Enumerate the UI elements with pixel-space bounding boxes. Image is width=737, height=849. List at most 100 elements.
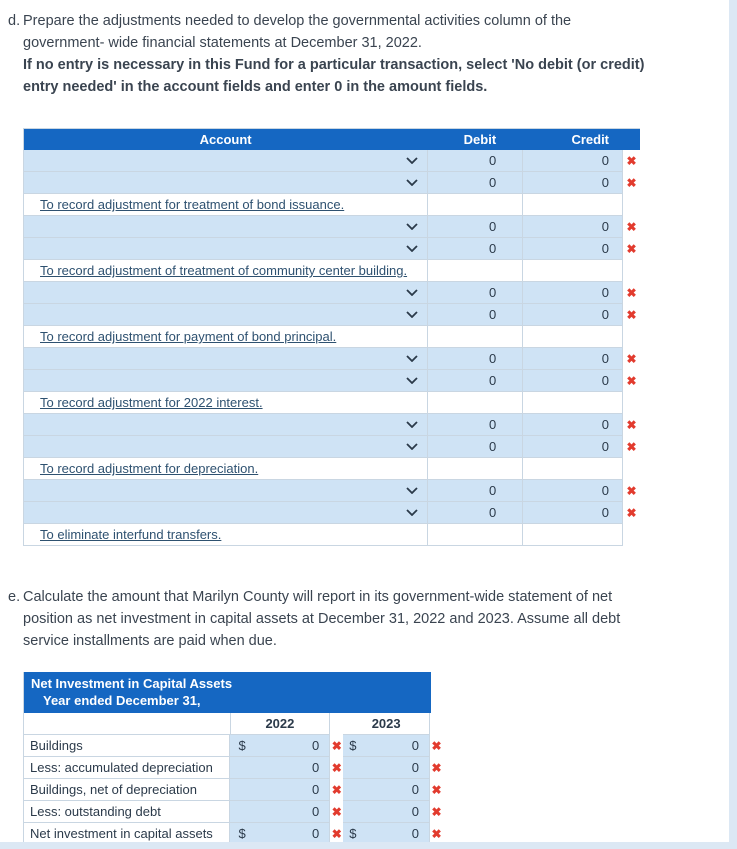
question-text-line: Prepare the adjustments needed to develo…: [23, 13, 572, 29]
col-header-2022: 2022: [230, 713, 331, 735]
chevron-down-icon: [406, 179, 418, 186]
error-x-icon: ✖: [431, 739, 442, 753]
chevron-down-icon: [406, 355, 418, 362]
net-investment-table: Net Investment in Capital Assets Year en…: [23, 672, 444, 845]
amount-2023-input[interactable]: $0: [343, 735, 431, 757]
debit-input[interactable]: 0: [428, 216, 524, 238]
debit-input[interactable]: 0: [428, 480, 524, 502]
journal-entry-row: 0 0 ✖: [24, 172, 640, 194]
chevron-down-icon: [406, 443, 418, 450]
entry-description: To record adjustment of treatment of com…: [40, 263, 408, 278]
page-right-edge: [729, 0, 737, 849]
journal-entry-description-row: To record adjustment for treatment of bo…: [24, 194, 640, 216]
chevron-down-icon: [406, 311, 418, 318]
account-select[interactable]: [24, 480, 429, 502]
table-title: Net Investment in Capital Assets: [31, 676, 233, 691]
question-instruction-line: If no entry is necessary in this Fund fo…: [23, 57, 645, 73]
account-select[interactable]: [24, 348, 429, 370]
entry-description: To eliminate interfund transfers.: [40, 527, 222, 542]
question-e-prefix: e.: [8, 589, 21, 605]
account-select[interactable]: [24, 502, 429, 524]
account-column-header: Account: [24, 129, 429, 150]
debit-input[interactable]: 0: [428, 282, 524, 304]
amount-2022-input[interactable]: $0: [230, 735, 331, 757]
debit-input[interactable]: 0: [428, 370, 524, 392]
table-row: Net investment in capital assets $0 ✖ $0…: [24, 823, 443, 845]
account-select[interactable]: [24, 282, 429, 304]
journal-entry-row: 0 0 ✖: [24, 348, 640, 370]
account-select[interactable]: [24, 238, 429, 260]
journal-table-header-row: Account Debit Credit: [24, 129, 640, 150]
credit-column-header: Credit: [523, 129, 624, 150]
journal-entry-row: 0 0 ✖: [24, 370, 640, 392]
error-x-icon: ✖: [431, 805, 442, 819]
credit-input[interactable]: 0: [523, 370, 624, 392]
error-x-icon: ✖: [626, 418, 637, 432]
year-header-spacer: [24, 713, 231, 735]
amount-2022-input[interactable]: 0: [230, 779, 331, 801]
amount-2022-input[interactable]: 0: [230, 801, 331, 823]
credit-input[interactable]: 0: [523, 216, 624, 238]
chevron-down-icon: [406, 223, 418, 230]
account-select[interactable]: [24, 370, 429, 392]
dollar-sign: $: [349, 826, 357, 841]
debit-input[interactable]: 0: [428, 502, 524, 524]
error-x-icon: ✖: [626, 506, 637, 520]
error-x-icon: ✖: [626, 286, 637, 300]
question-instruction-line: entry needed' in the account fields and …: [23, 79, 488, 95]
page-bottom-edge: [0, 842, 737, 849]
credit-input[interactable]: 0: [523, 172, 624, 194]
net-investment-table-header: Net Investment in Capital Assets Year en…: [24, 672, 431, 713]
col-header-2023: 2023: [343, 713, 431, 735]
credit-input[interactable]: 0: [523, 238, 624, 260]
debit-input[interactable]: 0: [428, 348, 524, 370]
error-x-icon: ✖: [626, 242, 637, 256]
credit-input[interactable]: 0: [523, 150, 624, 172]
table-row: Less: accumulated depreciation 0 ✖ 0 ✖: [24, 757, 443, 779]
dollar-sign: $: [349, 738, 357, 753]
journal-entry-description-row: To record adjustment for depreciation.: [24, 458, 640, 480]
question-e-text: Calculate the amount that Marilyn County…: [23, 586, 620, 652]
journal-entry-row: 0 0 ✖: [24, 480, 640, 502]
account-select[interactable]: [24, 414, 429, 436]
debit-input[interactable]: 0: [428, 436, 524, 458]
journal-entry-row: 0 0 ✖: [24, 282, 640, 304]
credit-input[interactable]: 0: [523, 502, 624, 524]
debit-input[interactable]: 0: [428, 304, 524, 326]
chevron-down-icon: [406, 487, 418, 494]
account-select[interactable]: [24, 216, 429, 238]
journal-entry-row: 0 0 ✖: [24, 502, 640, 524]
debit-input[interactable]: 0: [428, 414, 524, 436]
journal-entry-description-row: To eliminate interfund transfers.: [24, 524, 640, 546]
error-x-icon: ✖: [626, 154, 637, 168]
entry-description: To record adjustment for depreciation.: [40, 461, 259, 476]
account-select[interactable]: [24, 150, 429, 172]
error-x-icon: ✖: [331, 827, 342, 841]
chevron-down-icon: [406, 289, 418, 296]
amount-2023-input[interactable]: 0: [343, 801, 431, 823]
debit-input[interactable]: 0: [428, 172, 524, 194]
account-select[interactable]: [24, 172, 429, 194]
account-select[interactable]: [24, 304, 429, 326]
credit-input[interactable]: 0: [523, 304, 624, 326]
journal-entry-row: 0 0 ✖: [24, 304, 640, 326]
error-x-icon: ✖: [626, 220, 637, 234]
debit-input[interactable]: 0: [428, 238, 524, 260]
table-row: Buildings $0 ✖ $0 ✖: [24, 735, 443, 757]
debit-input[interactable]: 0: [428, 150, 524, 172]
entry-description: To record adjustment for payment of bond…: [40, 329, 337, 344]
credit-input[interactable]: 0: [523, 436, 624, 458]
error-x-icon: ✖: [331, 761, 342, 775]
error-x-icon: ✖: [626, 308, 637, 322]
account-select[interactable]: [24, 436, 429, 458]
credit-input[interactable]: 0: [523, 414, 624, 436]
amount-2023-input[interactable]: 0: [343, 779, 431, 801]
error-x-icon: ✖: [626, 484, 637, 498]
error-x-icon: ✖: [626, 176, 637, 190]
credit-input[interactable]: 0: [523, 282, 624, 304]
amount-2023-input[interactable]: 0: [343, 757, 431, 779]
credit-input[interactable]: 0: [523, 480, 624, 502]
credit-input[interactable]: 0: [523, 348, 624, 370]
question-text-line: service installments are paid when due.: [23, 633, 277, 649]
amount-2022-input[interactable]: 0: [230, 757, 331, 779]
